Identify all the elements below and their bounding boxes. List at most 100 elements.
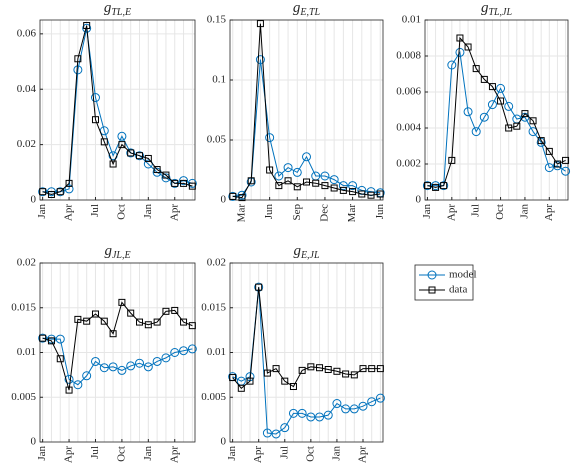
marker bbox=[118, 298, 126, 306]
y-tick-label: 0 bbox=[31, 194, 37, 206]
subplot: 0 0.002 0.004 0.006 0.008 0.01 Jan Apr Jul Oct Jan… bbox=[396, 0, 571, 221]
x-tick-label: Jul bbox=[278, 446, 290, 459]
marker bbox=[288, 408, 298, 418]
marker bbox=[307, 363, 315, 371]
marker bbox=[117, 365, 127, 375]
marker bbox=[338, 181, 348, 191]
marker bbox=[38, 187, 48, 197]
x-tick-label: Apr bbox=[168, 446, 180, 463]
marker bbox=[161, 173, 171, 183]
x-tick-label: Oct bbox=[115, 446, 127, 462]
marker bbox=[280, 423, 290, 433]
x-tick-label: Jan bbox=[36, 204, 48, 219]
y-tick-label: 0.01 bbox=[17, 346, 36, 358]
y-tick-label: 0.15 bbox=[207, 14, 227, 26]
subplot: 0 0.005 0.01 0.015 0.02 Jan Apr Jul Oct Jan Apr gJL… bbox=[11, 243, 197, 463]
series-line bbox=[42, 28, 193, 193]
marker bbox=[488, 83, 496, 91]
marker bbox=[247, 177, 255, 185]
series-line bbox=[232, 287, 381, 390]
marker bbox=[153, 318, 161, 326]
marker bbox=[350, 371, 358, 379]
title-subscript: JL,E bbox=[112, 250, 131, 261]
marker bbox=[135, 151, 145, 161]
marker bbox=[348, 181, 358, 191]
y-tick-label: 0.04 bbox=[17, 83, 37, 95]
marker bbox=[367, 191, 375, 199]
marker bbox=[263, 369, 271, 377]
marker bbox=[537, 137, 545, 145]
marker bbox=[321, 182, 329, 190]
marker bbox=[152, 356, 162, 366]
marker bbox=[180, 179, 188, 187]
marker bbox=[187, 178, 197, 188]
marker bbox=[339, 186, 347, 194]
marker bbox=[359, 365, 367, 373]
title-base: g bbox=[293, 243, 301, 259]
y-tick-label: 0 bbox=[221, 194, 227, 206]
x-tick-label: Apr bbox=[252, 446, 264, 463]
marker bbox=[505, 124, 513, 132]
x-tick-label: Jun bbox=[374, 204, 386, 220]
marker bbox=[55, 187, 65, 197]
chart-title: gE,JL bbox=[293, 243, 320, 261]
marker bbox=[330, 184, 338, 192]
marker bbox=[368, 365, 376, 373]
title-subscript: TL,E bbox=[111, 7, 131, 18]
y-tick-label: 0.002 bbox=[396, 158, 421, 170]
x-tick-label: Jan bbox=[142, 446, 154, 461]
marker bbox=[161, 353, 171, 363]
marker bbox=[316, 364, 324, 372]
legend-label: data bbox=[449, 284, 467, 296]
marker bbox=[228, 191, 238, 201]
series-line bbox=[232, 287, 381, 435]
axes-box bbox=[229, 19, 384, 201]
marker bbox=[188, 322, 196, 330]
marker bbox=[38, 333, 48, 343]
marker bbox=[55, 334, 65, 344]
marker bbox=[238, 194, 246, 202]
x-tick-label: Apr bbox=[543, 204, 555, 221]
x-tick-label: Apr bbox=[357, 446, 369, 463]
marker bbox=[497, 97, 505, 105]
marker bbox=[136, 318, 144, 326]
title-subscript: E,TL bbox=[299, 7, 320, 18]
marker bbox=[376, 190, 384, 198]
axes-box bbox=[229, 262, 384, 443]
marker bbox=[39, 188, 47, 196]
chart-title: gTL,E bbox=[104, 0, 131, 18]
chart-title: gE,TL bbox=[293, 0, 321, 18]
marker bbox=[274, 171, 284, 181]
series-line bbox=[427, 50, 566, 187]
axes-box bbox=[424, 19, 569, 201]
y-tick-label: 0.05 bbox=[207, 134, 227, 146]
marker bbox=[117, 131, 127, 141]
y-tick-label: 0.01 bbox=[207, 346, 226, 358]
marker bbox=[144, 154, 152, 162]
x-tick-label: Jun bbox=[263, 204, 275, 220]
marker bbox=[544, 163, 554, 173]
marker bbox=[553, 160, 561, 168]
marker bbox=[284, 177, 292, 185]
legend-marker bbox=[427, 270, 437, 280]
y-tick-label: 0.02 bbox=[17, 257, 36, 269]
x-tick-label: Mar bbox=[236, 204, 248, 223]
marker bbox=[73, 380, 83, 390]
marker bbox=[432, 183, 440, 191]
marker bbox=[536, 137, 546, 147]
marker bbox=[552, 161, 562, 171]
marker bbox=[64, 374, 74, 384]
series-line bbox=[42, 337, 193, 386]
marker bbox=[56, 355, 64, 363]
marker bbox=[100, 317, 108, 325]
x-tick-label: Jan bbox=[518, 204, 530, 219]
marker bbox=[521, 110, 529, 118]
marker bbox=[135, 358, 145, 368]
marker bbox=[180, 318, 188, 326]
marker bbox=[561, 166, 571, 176]
marker bbox=[323, 410, 333, 420]
marker bbox=[91, 310, 99, 318]
marker bbox=[229, 374, 237, 382]
title-base: g bbox=[104, 0, 112, 16]
marker bbox=[90, 356, 100, 366]
